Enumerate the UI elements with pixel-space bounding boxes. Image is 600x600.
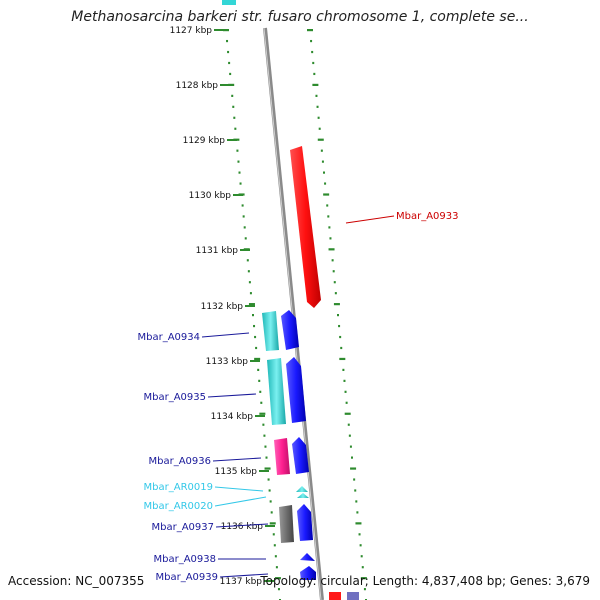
gene-labels[interactable]: Mbar_A0933 Mbar_A0934 Mbar_A0935 Mbar_A0936…	[137, 211, 458, 583]
gene-mbar-a0936[interactable]	[292, 437, 309, 474]
label-leader-line	[201, 332, 250, 338]
gene-mbar-a0938[interactable]	[300, 553, 315, 561]
label-leader-line	[207, 393, 257, 398]
topology-summary: Topology: circular; Length: 4,837,408 bp…	[260, 574, 590, 588]
gene-label-mbar-ar0020[interactable]: Mbar_AR0020	[144, 501, 213, 512]
gene-label-mbar-a0936[interactable]: Mbar_A0936	[148, 456, 211, 467]
tick-label: 1130 kbp	[189, 191, 232, 201]
tick-label: 1137 kbp	[220, 577, 263, 587]
tick-label: 1128 kbp	[176, 81, 219, 91]
top-partial-feature	[222, 0, 236, 5]
gene-label-mbar-ar0019[interactable]: Mbar_AR0019	[144, 482, 213, 493]
gene-mbar-a0934[interactable]	[281, 310, 299, 350]
map-title: Methanosarcina barkeri str. fusaro chrom…	[71, 9, 529, 25]
accession-text: Accession: NC_007355	[8, 574, 145, 588]
bottom-partial-purple	[347, 592, 359, 600]
tick-labels: 1127 kbp 1128 kbp 1129 kbp 1130 kbp 1131 kbp…	[170, 26, 275, 587]
gene-label-mbar-a0939[interactable]: Mbar_A0939	[155, 572, 218, 583]
gene-mbar-a0937[interactable]	[279, 505, 294, 543]
gene-mbar-a0935[interactable]	[267, 358, 286, 425]
tick-label: 1133 kbp	[206, 357, 249, 367]
tick-label: 1127 kbp	[170, 26, 213, 36]
tick-label: 1134 kbp	[211, 412, 254, 422]
gene-mbar-ar0019[interactable]	[296, 486, 308, 492]
bottom-partial-red	[329, 592, 341, 600]
label-leader-line	[345, 215, 395, 224]
label-leader-line	[214, 496, 267, 507]
gene-label-mbar-a0937[interactable]: Mbar_A0937	[151, 522, 214, 533]
tick-label: 1129 kbp	[183, 136, 226, 146]
gene-label-mbar-a0934[interactable]: Mbar_A0934	[137, 332, 200, 343]
label-leader-line	[214, 486, 264, 492]
label-leader-line	[215, 523, 269, 528]
gene-label-mbar-a0935[interactable]: Mbar_A0935	[143, 392, 206, 403]
gene-mbar-ar0020[interactable]	[297, 493, 309, 498]
gene-mbar-a0934[interactable]	[262, 311, 279, 351]
gene-mbar-a0937[interactable]	[297, 504, 313, 541]
gene-mbar-a0936[interactable]	[274, 438, 290, 475]
tick-label: 1135 kbp	[215, 467, 258, 477]
gene-label-mbar-a0938[interactable]: Mbar_A0938	[153, 554, 216, 565]
gene-label-mbar-a0933[interactable]: Mbar_A0933	[396, 211, 459, 222]
tick-label: 1131 kbp	[196, 246, 239, 256]
gene-mbar-a0939[interactable]	[300, 566, 316, 580]
tick-label: 1132 kbp	[201, 302, 244, 312]
label-leader-line	[219, 573, 269, 578]
label-leader-line	[212, 457, 262, 462]
tick-label: 1136 kbp	[221, 522, 264, 532]
gene-mbar-a0933[interactable]	[290, 146, 321, 308]
outer-ring-dots	[307, 29, 367, 600]
gene-mbar-a0935[interactable]	[286, 357, 306, 423]
backbone-line	[263, 27, 324, 600]
gene-features[interactable]	[262, 146, 321, 580]
